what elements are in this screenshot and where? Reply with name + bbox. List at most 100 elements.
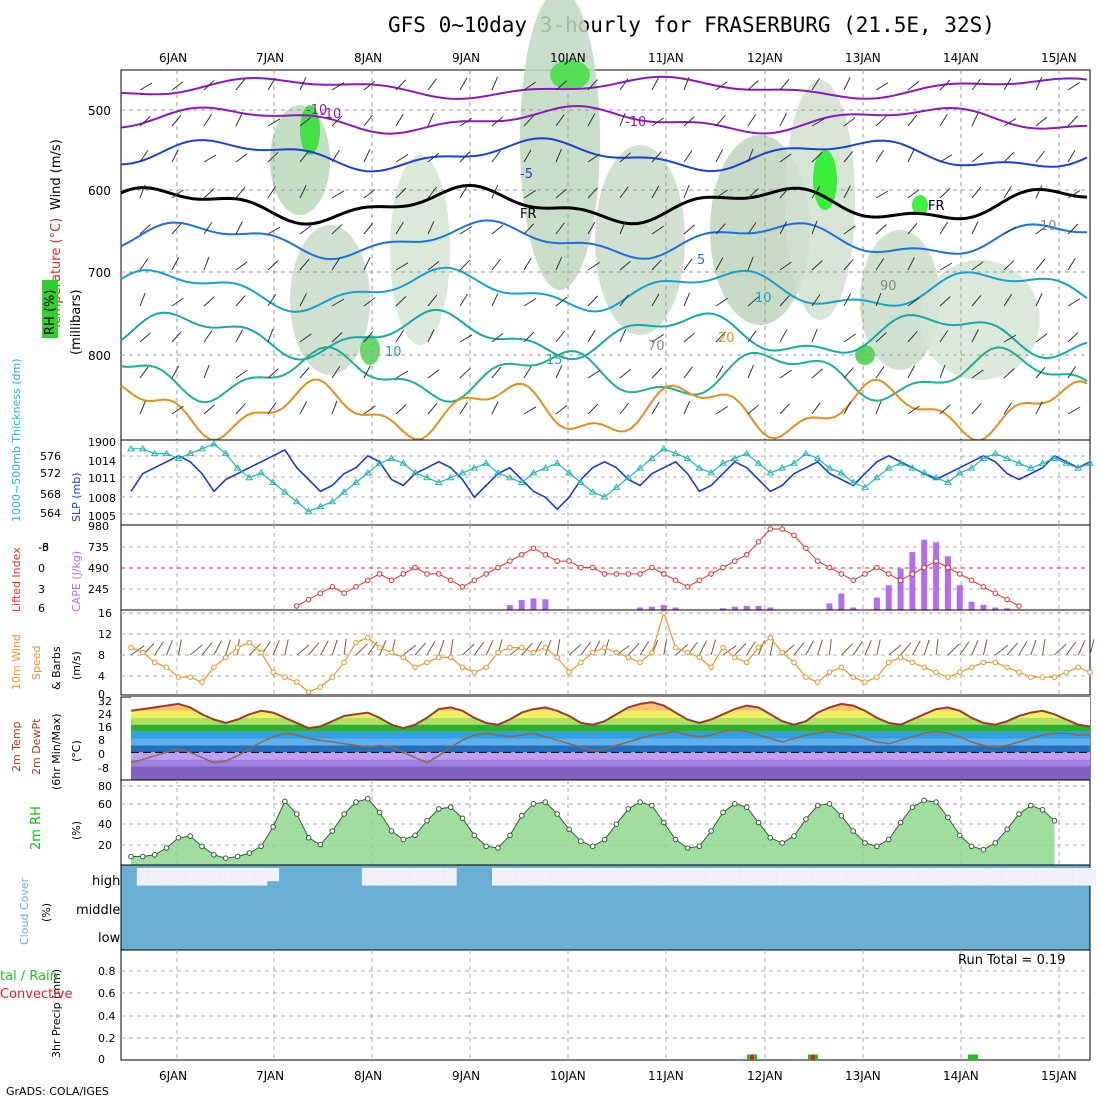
cloud-high-10 bbox=[243, 868, 256, 886]
thickness-pt-57 bbox=[801, 449, 810, 457]
thickness-pt-19 bbox=[352, 478, 360, 485]
cloud-high-11 bbox=[255, 868, 268, 886]
rh-legend-swatch bbox=[42, 280, 58, 338]
upper-barb-3-8 bbox=[235, 369, 248, 379]
upper-barb-20-1 bbox=[779, 113, 787, 127]
upper-barb-16-0 bbox=[651, 77, 660, 91]
upper-barb-16-4 bbox=[651, 225, 664, 235]
wind-speed-pt-59 bbox=[826, 669, 833, 676]
upper-barb-23-3 bbox=[875, 190, 889, 199]
cloud-high-60 bbox=[835, 868, 848, 886]
cape-bar-50 bbox=[720, 608, 726, 610]
cloud-high-65 bbox=[894, 868, 907, 886]
thickness-pt-37 bbox=[565, 468, 573, 476]
wind-speed-pt-80 bbox=[1075, 664, 1081, 671]
upper-barb-11-9 bbox=[491, 401, 499, 415]
upper-barb-25-4 bbox=[939, 222, 949, 235]
thickness-pt-63 bbox=[873, 473, 881, 481]
wind-speed-pt-22 bbox=[388, 649, 395, 656]
upper-barb-26-4 bbox=[971, 221, 979, 235]
upper-barb-24-0 bbox=[907, 81, 920, 91]
wind-speed-pt-34 bbox=[530, 649, 537, 656]
lifted-index-pt-35 bbox=[542, 551, 549, 558]
upper-barb-9-9 bbox=[427, 402, 438, 415]
isotherm-minus10 bbox=[120, 104, 1087, 135]
lifted-index-pt-59 bbox=[826, 564, 833, 571]
upper-barb-10-1 bbox=[459, 117, 472, 127]
upper-barb-12-6 bbox=[523, 298, 537, 307]
thickness-pt-32 bbox=[505, 473, 514, 481]
contour-label-3: FR bbox=[520, 207, 537, 222]
li-ytick-1: 0 bbox=[38, 562, 45, 575]
wind-barb-19 bbox=[355, 643, 368, 656]
lifted-index-pt-44 bbox=[649, 564, 655, 571]
upper-barb-1-8 bbox=[171, 365, 180, 379]
lifted-index-pt-47 bbox=[684, 584, 691, 590]
cloud-high-45 bbox=[657, 868, 670, 886]
lifted-index-pt-18 bbox=[341, 590, 347, 597]
upper-barb-10-9 bbox=[459, 402, 469, 415]
wind-speed-pt-9 bbox=[234, 644, 241, 651]
rh-pt-6 bbox=[199, 843, 205, 850]
rh-pt-55 bbox=[779, 840, 786, 846]
slp-line bbox=[130, 448, 1091, 511]
upper-barb-9-8 bbox=[427, 369, 440, 379]
rh-ylabel: 2m RH bbox=[29, 806, 44, 850]
thickness-pt-53 bbox=[754, 459, 763, 466]
bottom-date-3: 9JAN bbox=[452, 1069, 480, 1083]
wind-speed-pt-41 bbox=[613, 649, 620, 656]
upper-barb-22-5 bbox=[843, 259, 854, 271]
upper-barb-16-3 bbox=[651, 185, 660, 199]
thickness-pt-1 bbox=[138, 444, 147, 452]
upper-barb-0-1 bbox=[139, 116, 151, 127]
upper-barb-0-8 bbox=[139, 366, 149, 379]
rh-pt-59 bbox=[826, 801, 833, 807]
wind-speed-pt-11 bbox=[258, 649, 265, 656]
slp-ylabel-left: 1000~500mb Thickness (dm) bbox=[10, 358, 23, 522]
upper-barb-8-5 bbox=[395, 262, 409, 271]
precip-ylabel-1: 3hr Precip (mm) bbox=[50, 969, 63, 1058]
rh-pt-53 bbox=[755, 819, 762, 826]
wind-speed-pt-18 bbox=[341, 659, 347, 666]
thickness-pt-76 bbox=[1026, 464, 1035, 471]
wind-speed-pt-24 bbox=[412, 664, 418, 671]
upper-barb-18-0 bbox=[715, 81, 728, 91]
lifted-index-pt-58 bbox=[814, 558, 821, 564]
wind-barb-15 bbox=[308, 642, 320, 656]
upper-barb-10-4 bbox=[459, 226, 473, 235]
upper-barb-13-5 bbox=[555, 256, 563, 271]
upper-barb-11-5 bbox=[491, 258, 501, 271]
cape-bar-52 bbox=[743, 605, 750, 610]
rh-pt-57 bbox=[803, 816, 809, 822]
wind-speed-pt-40 bbox=[601, 644, 608, 651]
upper-barb-17-6 bbox=[683, 292, 690, 307]
upper-barb-19-4 bbox=[747, 222, 757, 235]
thickness-pt-13 bbox=[281, 488, 289, 495]
cape-bar-43 bbox=[637, 607, 644, 610]
upper-barb-8-7 bbox=[395, 330, 405, 343]
lifted-index-pt-42 bbox=[625, 571, 632, 577]
temp-line bbox=[130, 701, 1091, 730]
thickness-pt-18 bbox=[340, 488, 348, 495]
top-date-1: 7JAN bbox=[256, 51, 284, 65]
cloud-high-22 bbox=[385, 868, 398, 886]
upper-barb-27-9 bbox=[1003, 402, 1013, 415]
cloud-high-12 bbox=[267, 868, 280, 882]
upper-ytick-1: 600 bbox=[88, 184, 111, 198]
cloud-high-34 bbox=[527, 868, 540, 886]
upper-barb-14-7 bbox=[587, 329, 596, 343]
upper-barb-0-2 bbox=[139, 150, 149, 163]
cloud-high-76 bbox=[1024, 868, 1037, 886]
rh-pt-78 bbox=[1051, 818, 1058, 824]
temp-band-6 bbox=[131, 745, 1090, 753]
wind-speed-pt-66 bbox=[909, 659, 916, 666]
thickness-pt-15 bbox=[304, 507, 313, 514]
thickness-pt-71 bbox=[967, 464, 976, 471]
cloud-high-25 bbox=[421, 868, 433, 886]
wind-speed-pt-53 bbox=[755, 644, 762, 651]
wind-speed-pt-68 bbox=[933, 669, 939, 676]
cloud-high-36 bbox=[551, 868, 564, 886]
wind-speed-pt-1 bbox=[140, 649, 146, 656]
upper-barb-14-3 bbox=[587, 187, 598, 199]
